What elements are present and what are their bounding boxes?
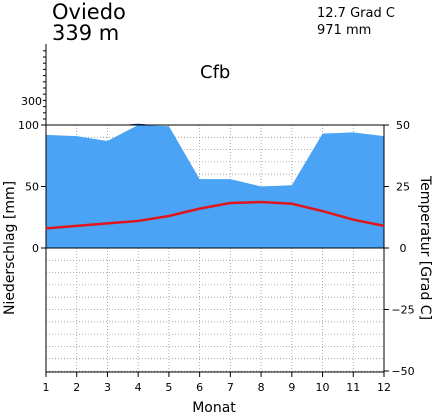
x-tick-label: 4	[135, 381, 142, 394]
right-tick-label: 50	[396, 119, 410, 132]
station-elevation: 339 m	[52, 21, 120, 45]
annual-precipitation: 971 mm	[317, 23, 372, 38]
precip-area	[46, 125, 384, 248]
right-tick-label: 25	[396, 181, 410, 194]
right-tick-label: −25	[391, 304, 414, 317]
x-tick-label: 5	[165, 381, 172, 394]
left-axis-label: Niederschlag [mm]	[2, 181, 18, 315]
x-tick-label: 9	[288, 381, 295, 394]
right-ticks: 50 25 0 −25 −50	[384, 119, 415, 378]
x-tick-label: 3	[104, 381, 111, 394]
x-tick-label: 10	[316, 381, 330, 394]
mean-temperature: 12.7 Grad C	[317, 6, 395, 21]
x-tick-label: 6	[196, 381, 203, 394]
left-tick-label: 0	[32, 242, 39, 255]
right-tick-label: 0	[400, 242, 407, 255]
left-tick-label: 100	[18, 119, 39, 132]
upper-tick-label: 300	[21, 95, 42, 108]
x-ticks: 1 2 3 4 5 6 7 8 9 10 11 12	[43, 372, 391, 394]
x-tick-label: 8	[258, 381, 265, 394]
left-tick-label: 50	[25, 181, 39, 194]
x-tick-label: 7	[227, 381, 234, 394]
x-tick-label: 11	[346, 381, 360, 394]
upper-precip-axis: 300	[21, 44, 47, 125]
climate-classification: Cfb	[200, 62, 231, 83]
x-tick-label: 1	[43, 381, 50, 394]
left-ticks: 100 50 0	[18, 119, 46, 255]
plot-frame	[45, 124, 385, 373]
x-axis-label: Monat	[192, 400, 236, 416]
right-tick-label: −50	[391, 365, 414, 378]
x-tick-label: 12	[377, 381, 391, 394]
station-name: Oviedo	[52, 0, 126, 24]
right-axis-label: Temperatur [Grad C]	[417, 175, 433, 320]
x-tick-label: 2	[73, 381, 80, 394]
temperature-line	[45, 200, 385, 230]
